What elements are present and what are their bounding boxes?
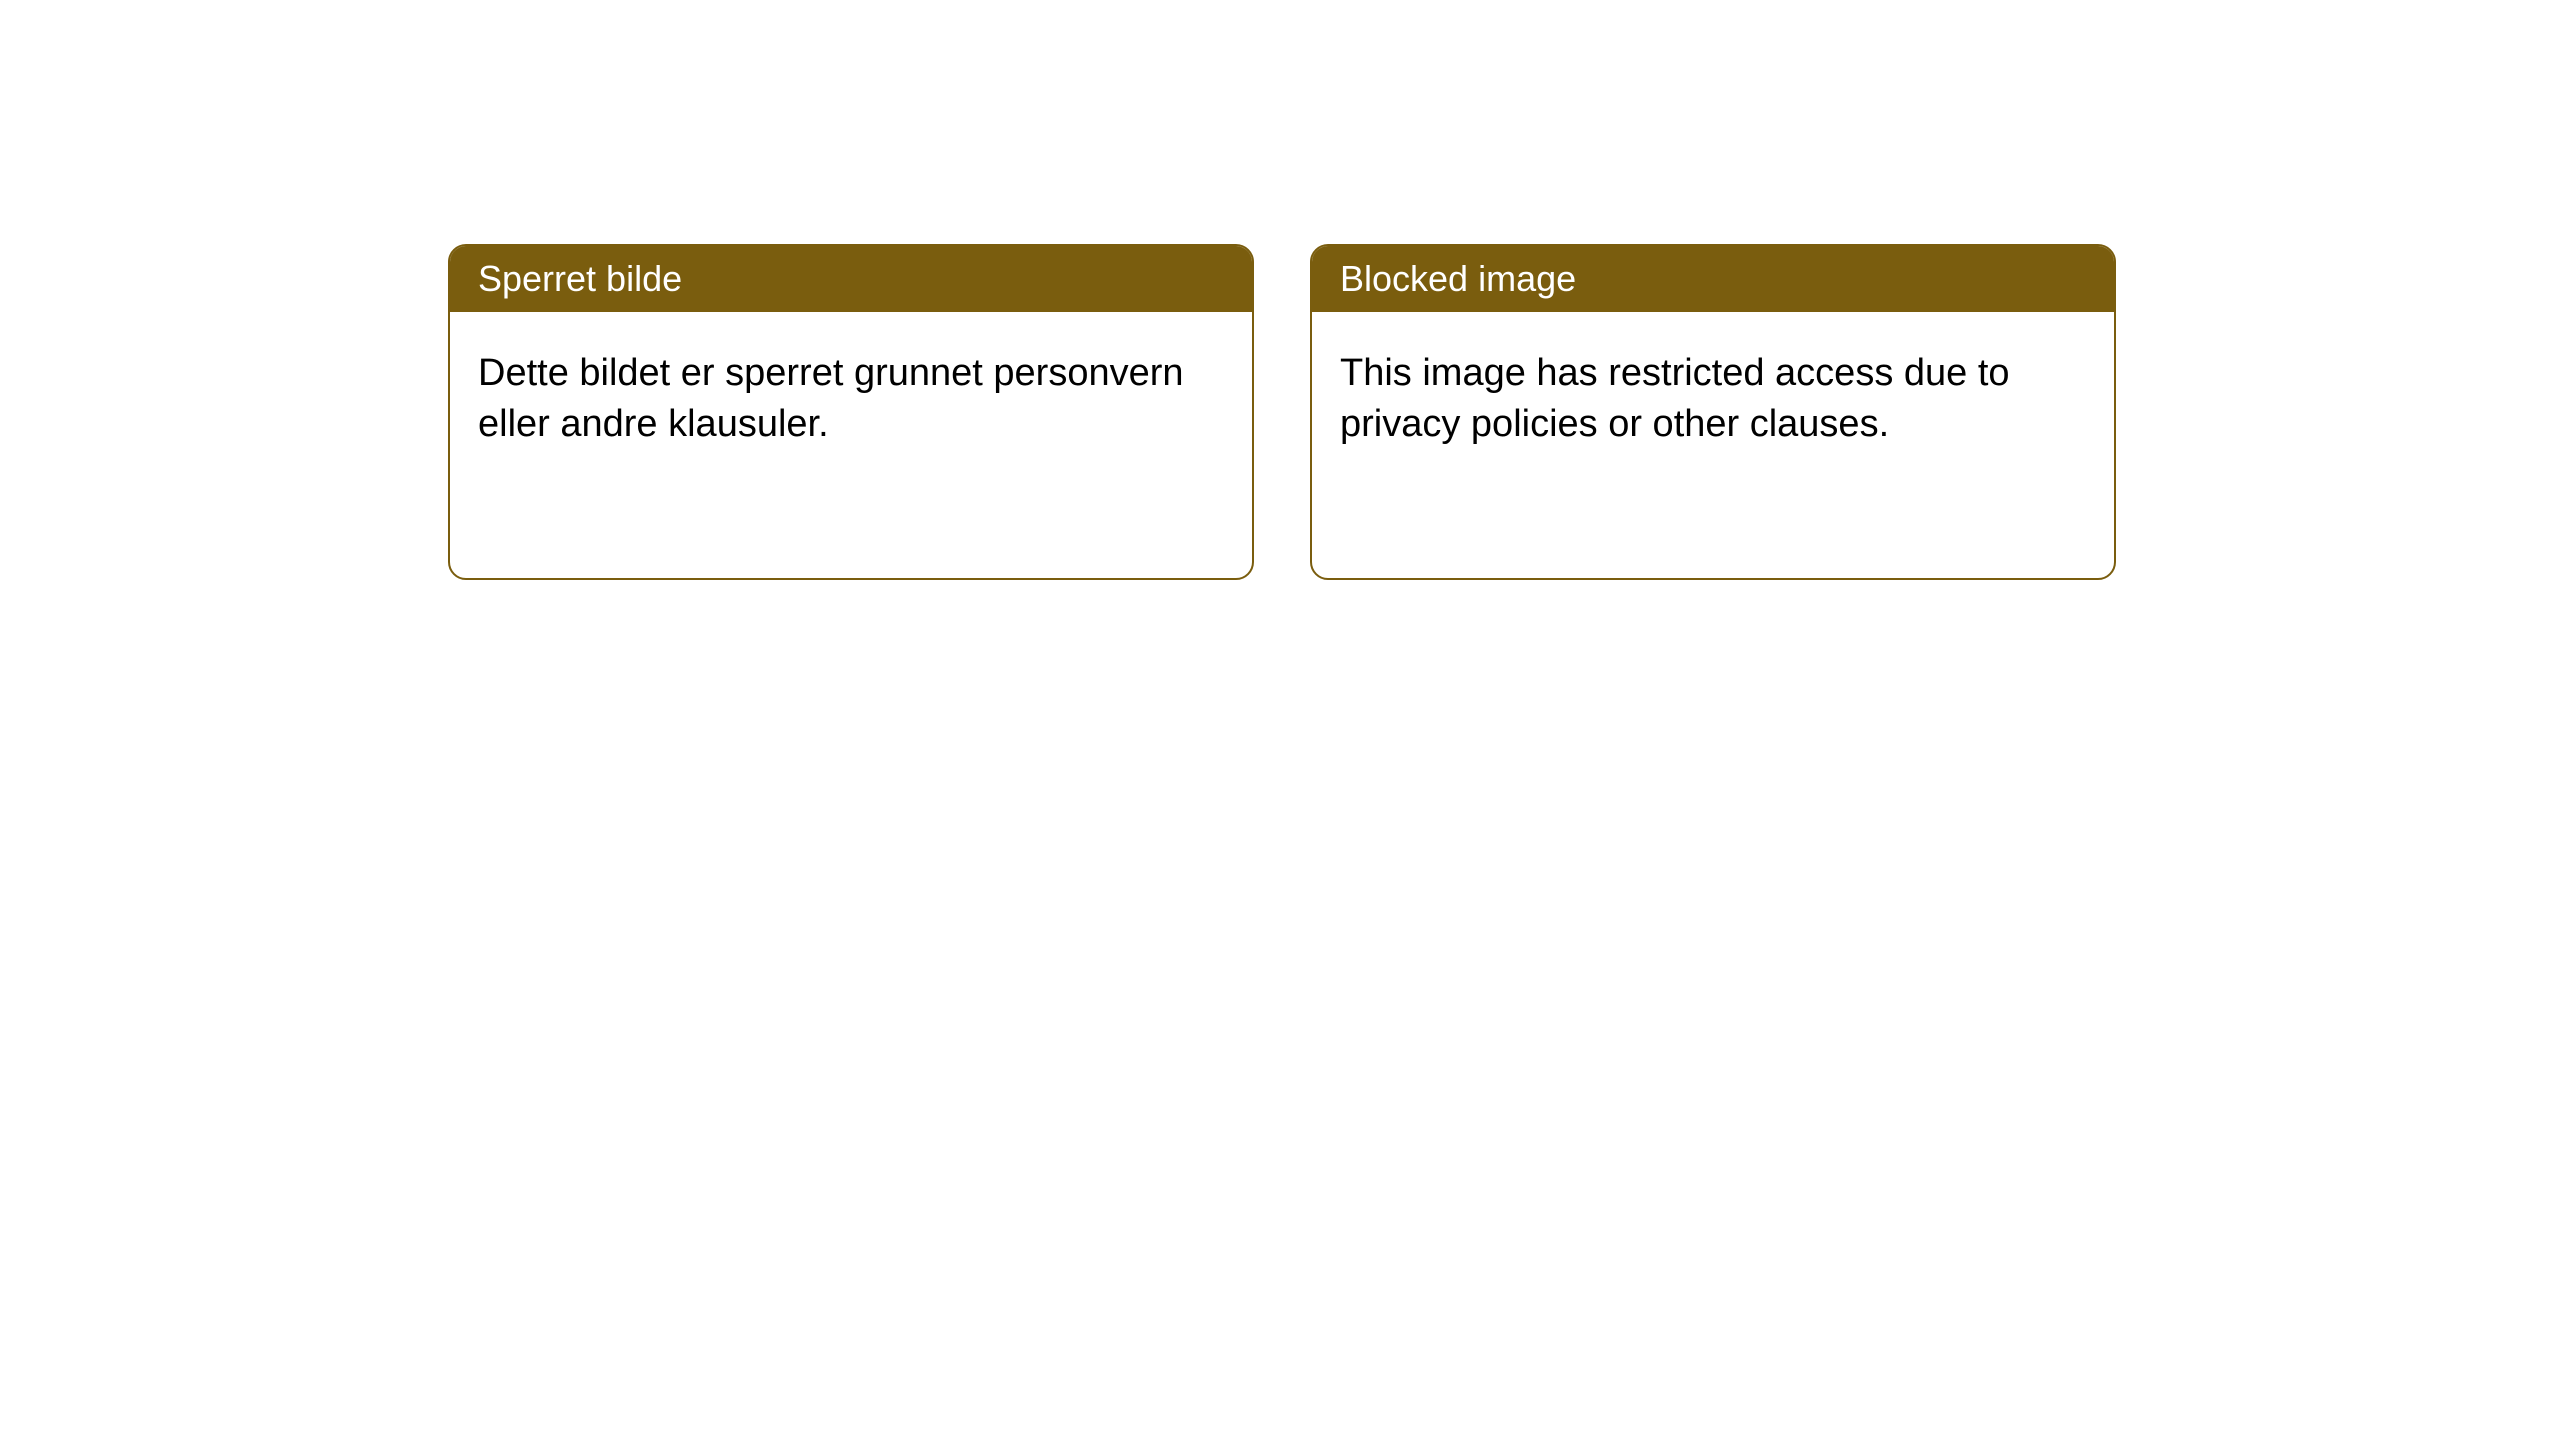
panel-english-body: This image has restricted access due to … [1312,312,2114,487]
panel-norwegian: Sperret bilde Dette bildet er sperret gr… [448,244,1254,580]
panel-norwegian-body-text: Dette bildet er sperret grunnet personve… [478,352,1184,445]
panel-norwegian-header: Sperret bilde [450,246,1252,312]
panel-english-title: Blocked image [1340,258,1576,299]
panel-english-body-text: This image has restricted access due to … [1340,352,2010,445]
panel-norwegian-title: Sperret bilde [478,258,682,299]
panel-norwegian-body: Dette bildet er sperret grunnet personve… [450,312,1252,487]
panel-english: Blocked image This image has restricted … [1310,244,2116,580]
panel-english-header: Blocked image [1312,246,2114,312]
panels-container: Sperret bilde Dette bildet er sperret gr… [448,244,2116,580]
